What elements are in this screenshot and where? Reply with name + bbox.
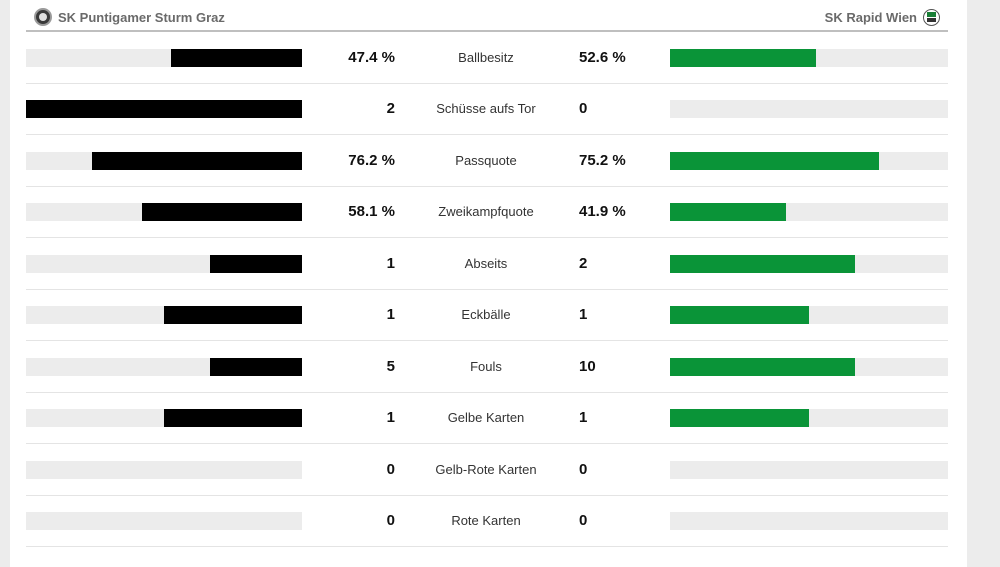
stat-row-gelbe-karten: 1 Gelbe Karten 1 <box>26 392 948 444</box>
away-team-name: SK Rapid Wien <box>824 9 917 25</box>
home-bar <box>91 152 302 170</box>
home-bar <box>164 409 302 427</box>
away-value: 2 <box>579 255 588 272</box>
home-bar <box>210 358 302 376</box>
stat-label: Schüsse aufs Tor <box>436 101 536 116</box>
away-bar-track <box>670 49 948 67</box>
home-bar-track <box>26 152 302 170</box>
stat-row-ballbesitz: 47.4 % Ballbesitz 52.6 % <box>26 32 948 84</box>
home-bar-track <box>26 358 302 376</box>
home-value: 0 <box>386 461 395 478</box>
home-team[interactable]: SK Puntigamer Sturm Graz <box>34 6 225 28</box>
home-bar <box>141 203 302 221</box>
away-bar-track <box>670 512 948 530</box>
home-bar-track <box>26 409 302 427</box>
home-value: 76.2 % <box>348 152 395 169</box>
home-bar-track <box>26 255 302 273</box>
away-value: 0 <box>579 461 588 478</box>
away-value: 75.2 % <box>579 152 626 169</box>
away-bar <box>670 49 817 67</box>
sturm-graz-crest-icon <box>34 8 52 26</box>
away-value: 1 <box>579 306 588 323</box>
away-bar-track <box>670 461 948 479</box>
away-bar-track <box>670 306 948 324</box>
home-value: 0 <box>386 512 395 529</box>
stat-row-fouls: 5 Fouls 10 <box>26 341 948 393</box>
stat-row-zweikampfquote: 58.1 % Zweikampfquote 41.9 % <box>26 186 948 238</box>
home-value: 58.1 % <box>348 203 395 220</box>
away-bar-track <box>670 409 948 427</box>
home-value: 5 <box>386 358 395 375</box>
stat-label: Zweikampfquote <box>438 204 534 219</box>
home-bar <box>26 100 302 118</box>
rapid-wien-crest-icon <box>923 8 940 26</box>
away-value: 0 <box>579 512 588 529</box>
away-bar-track <box>670 100 948 118</box>
away-value: 10 <box>579 358 596 375</box>
stat-label: Eckbälle <box>461 307 511 322</box>
home-team-name: SK Puntigamer Sturm Graz <box>58 9 225 25</box>
stat-row-schuesse-aufs-tor: 2 Schüsse aufs Tor 0 <box>26 83 948 135</box>
away-team[interactable]: SK Rapid Wien <box>825 6 940 28</box>
home-bar-track <box>26 512 302 530</box>
stat-row-eckbaelle: 1 Eckbälle 1 <box>26 289 948 341</box>
stat-row-abseits: 1 Abseits 2 <box>26 238 948 290</box>
home-bar-track <box>26 461 302 479</box>
away-bar <box>670 152 880 170</box>
home-bar-track <box>26 100 302 118</box>
stat-label: Rote Karten <box>451 513 521 528</box>
home-value: 47.4 % <box>348 49 395 66</box>
away-bar-track <box>670 255 948 273</box>
away-bar-track <box>670 358 948 376</box>
home-value: 1 <box>386 255 395 272</box>
stat-label: Fouls <box>470 359 502 374</box>
away-bar-track <box>670 152 948 170</box>
home-bar-track <box>26 49 302 67</box>
away-bar <box>670 255 856 273</box>
away-bar <box>670 306 809 324</box>
away-bar <box>670 409 809 427</box>
home-bar <box>210 255 302 273</box>
away-value: 52.6 % <box>579 49 626 66</box>
home-bar <box>171 49 302 67</box>
away-value: 41.9 % <box>579 203 626 220</box>
home-value: 1 <box>386 306 395 323</box>
away-bar-track <box>670 203 948 221</box>
stat-row-rote-karten: 0 Rote Karten 0 <box>26 495 948 547</box>
away-value: 1 <box>579 409 588 426</box>
away-bar <box>670 358 856 376</box>
stat-row-passquote: 76.2 % Passquote 75.2 % <box>26 135 948 187</box>
stat-label: Gelbe Karten <box>447 410 525 425</box>
team-header: SK Puntigamer Sturm Graz SK Rapid Wien <box>26 0 948 32</box>
home-bar-track <box>26 306 302 324</box>
home-bar <box>164 306 302 324</box>
stat-label: Gelb-Rote Karten <box>435 462 537 477</box>
stat-label: Passquote <box>455 153 517 168</box>
home-value: 2 <box>386 100 395 117</box>
stat-label: Abseits <box>464 256 508 271</box>
stat-label: Ballbesitz <box>458 50 514 65</box>
away-bar <box>670 203 787 221</box>
home-value: 1 <box>386 409 395 426</box>
home-bar-track <box>26 203 302 221</box>
stat-row-gelb-rote-karten: 0 Gelb-Rote Karten 0 <box>26 444 948 496</box>
away-value: 0 <box>579 100 588 117</box>
